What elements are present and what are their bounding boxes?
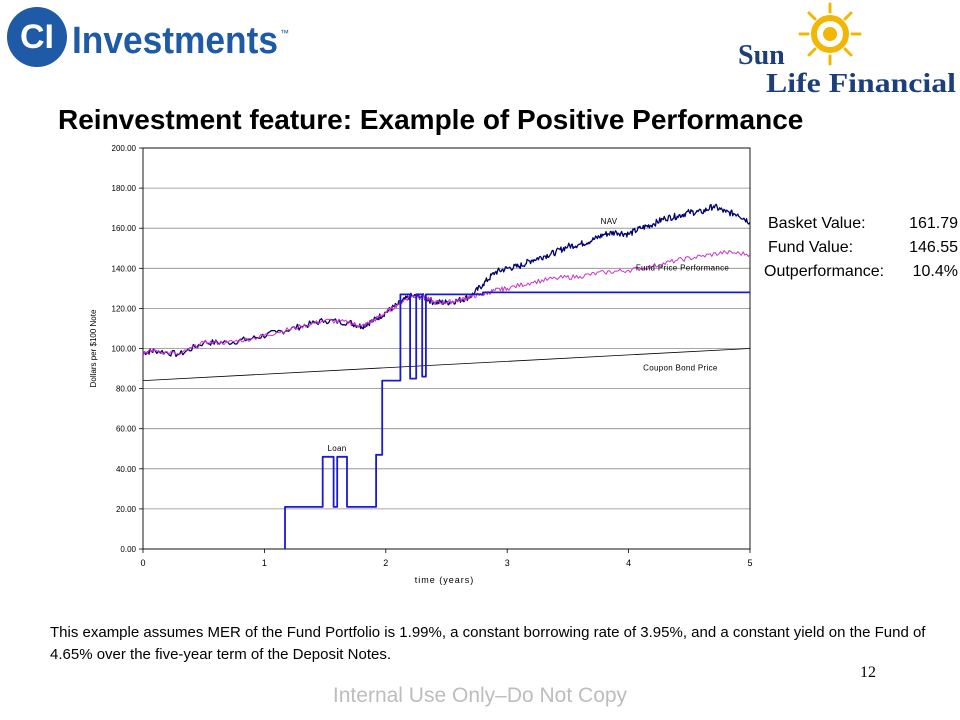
fund-row: Fund Value: 146.55 [764,236,960,260]
basket-label: Basket Value: [768,215,866,232]
nav-series-label: NAV [601,217,618,226]
series-loan-line [284,291,750,549]
x-tick-label: 3 [505,558,510,568]
x-tick-label: 4 [626,558,631,568]
series-coupon-bond-price-line [142,348,751,381]
ci-logo-symbol: CI [20,18,54,56]
y-tick-label: 0.00 [120,545,136,554]
x-axis-label: time (years) [415,575,475,585]
slide-title: Reinvestment feature: Example of Positiv… [58,104,804,135]
footnote: This example assumes MER of the Fund Por… [50,624,926,663]
series-nav-line [142,203,751,358]
y-tick-label: 100.00 [112,345,137,354]
outperformance-row: Outperformance: 10.4% [764,260,960,284]
y-tick-label: 200.00 [112,144,137,153]
grid-layer [143,147,750,550]
ci-investments-logo: CI Investments ™ [7,7,289,67]
ci-logo-tm: ™ [280,28,289,38]
y-tick-label: 40.00 [116,465,137,474]
sun-icon [798,2,862,66]
y-tick-label: 140.00 [112,264,137,273]
y-axis-label: Dollars per $100 Note [89,309,98,387]
ci-logo-circle [7,7,67,67]
fund-label: Fund Value: [768,239,854,256]
basket-value: 161.79 [909,215,958,232]
x-tick-label: 1 [262,558,267,568]
y-tick-label: 160.00 [112,224,137,233]
page-number: 12 [860,664,876,681]
sun-life-line2: Life Financial [766,68,957,98]
fund-value: 146.55 [909,239,958,256]
coupon-bond-series-label: Coupon Bond Price [643,364,718,373]
series-fund-price-performance-line [142,250,751,356]
series-layer [142,203,751,549]
loan-series-label: Loan [328,444,347,453]
watermark: Internal Use Only–Do Not Copy [332,684,628,707]
y-tick-label: 20.00 [116,505,137,514]
y-tick-label: 180.00 [112,184,137,193]
ci-logo-text: Investments [72,20,278,62]
sun-life-line1: Sun [738,40,785,71]
axis-layer: 0.00 20.00 40.00 60.00 80.00 100.00 120.00 140.… [89,144,753,585]
fund-price-series-label: Fund Price Performance [636,263,730,272]
sun-life-logo: Sun Life Financial [738,2,957,98]
performance-chart: 0.00 20.00 40.00 60.00 80.00 100.00 120.00 140.… [89,144,753,585]
outperformance-value: 10.4% [912,263,958,280]
basket-row: Basket Value: 161.79 [764,212,960,236]
label-layer: NAV Fund Price Performance Coupon Bond Pri… [328,217,730,453]
summary-box: Basket Value: 161.79 Fund Value: 146.55 … [764,212,960,284]
y-tick-label: 80.00 [116,385,137,394]
y-tick-label: 60.00 [116,425,137,434]
x-tick-label: 5 [747,558,752,568]
y-tick-label: 120.00 [112,304,137,313]
outperformance-label: Outperformance: [764,263,885,280]
x-tick-label: 2 [383,558,388,568]
x-tick-label: 0 [140,558,145,568]
